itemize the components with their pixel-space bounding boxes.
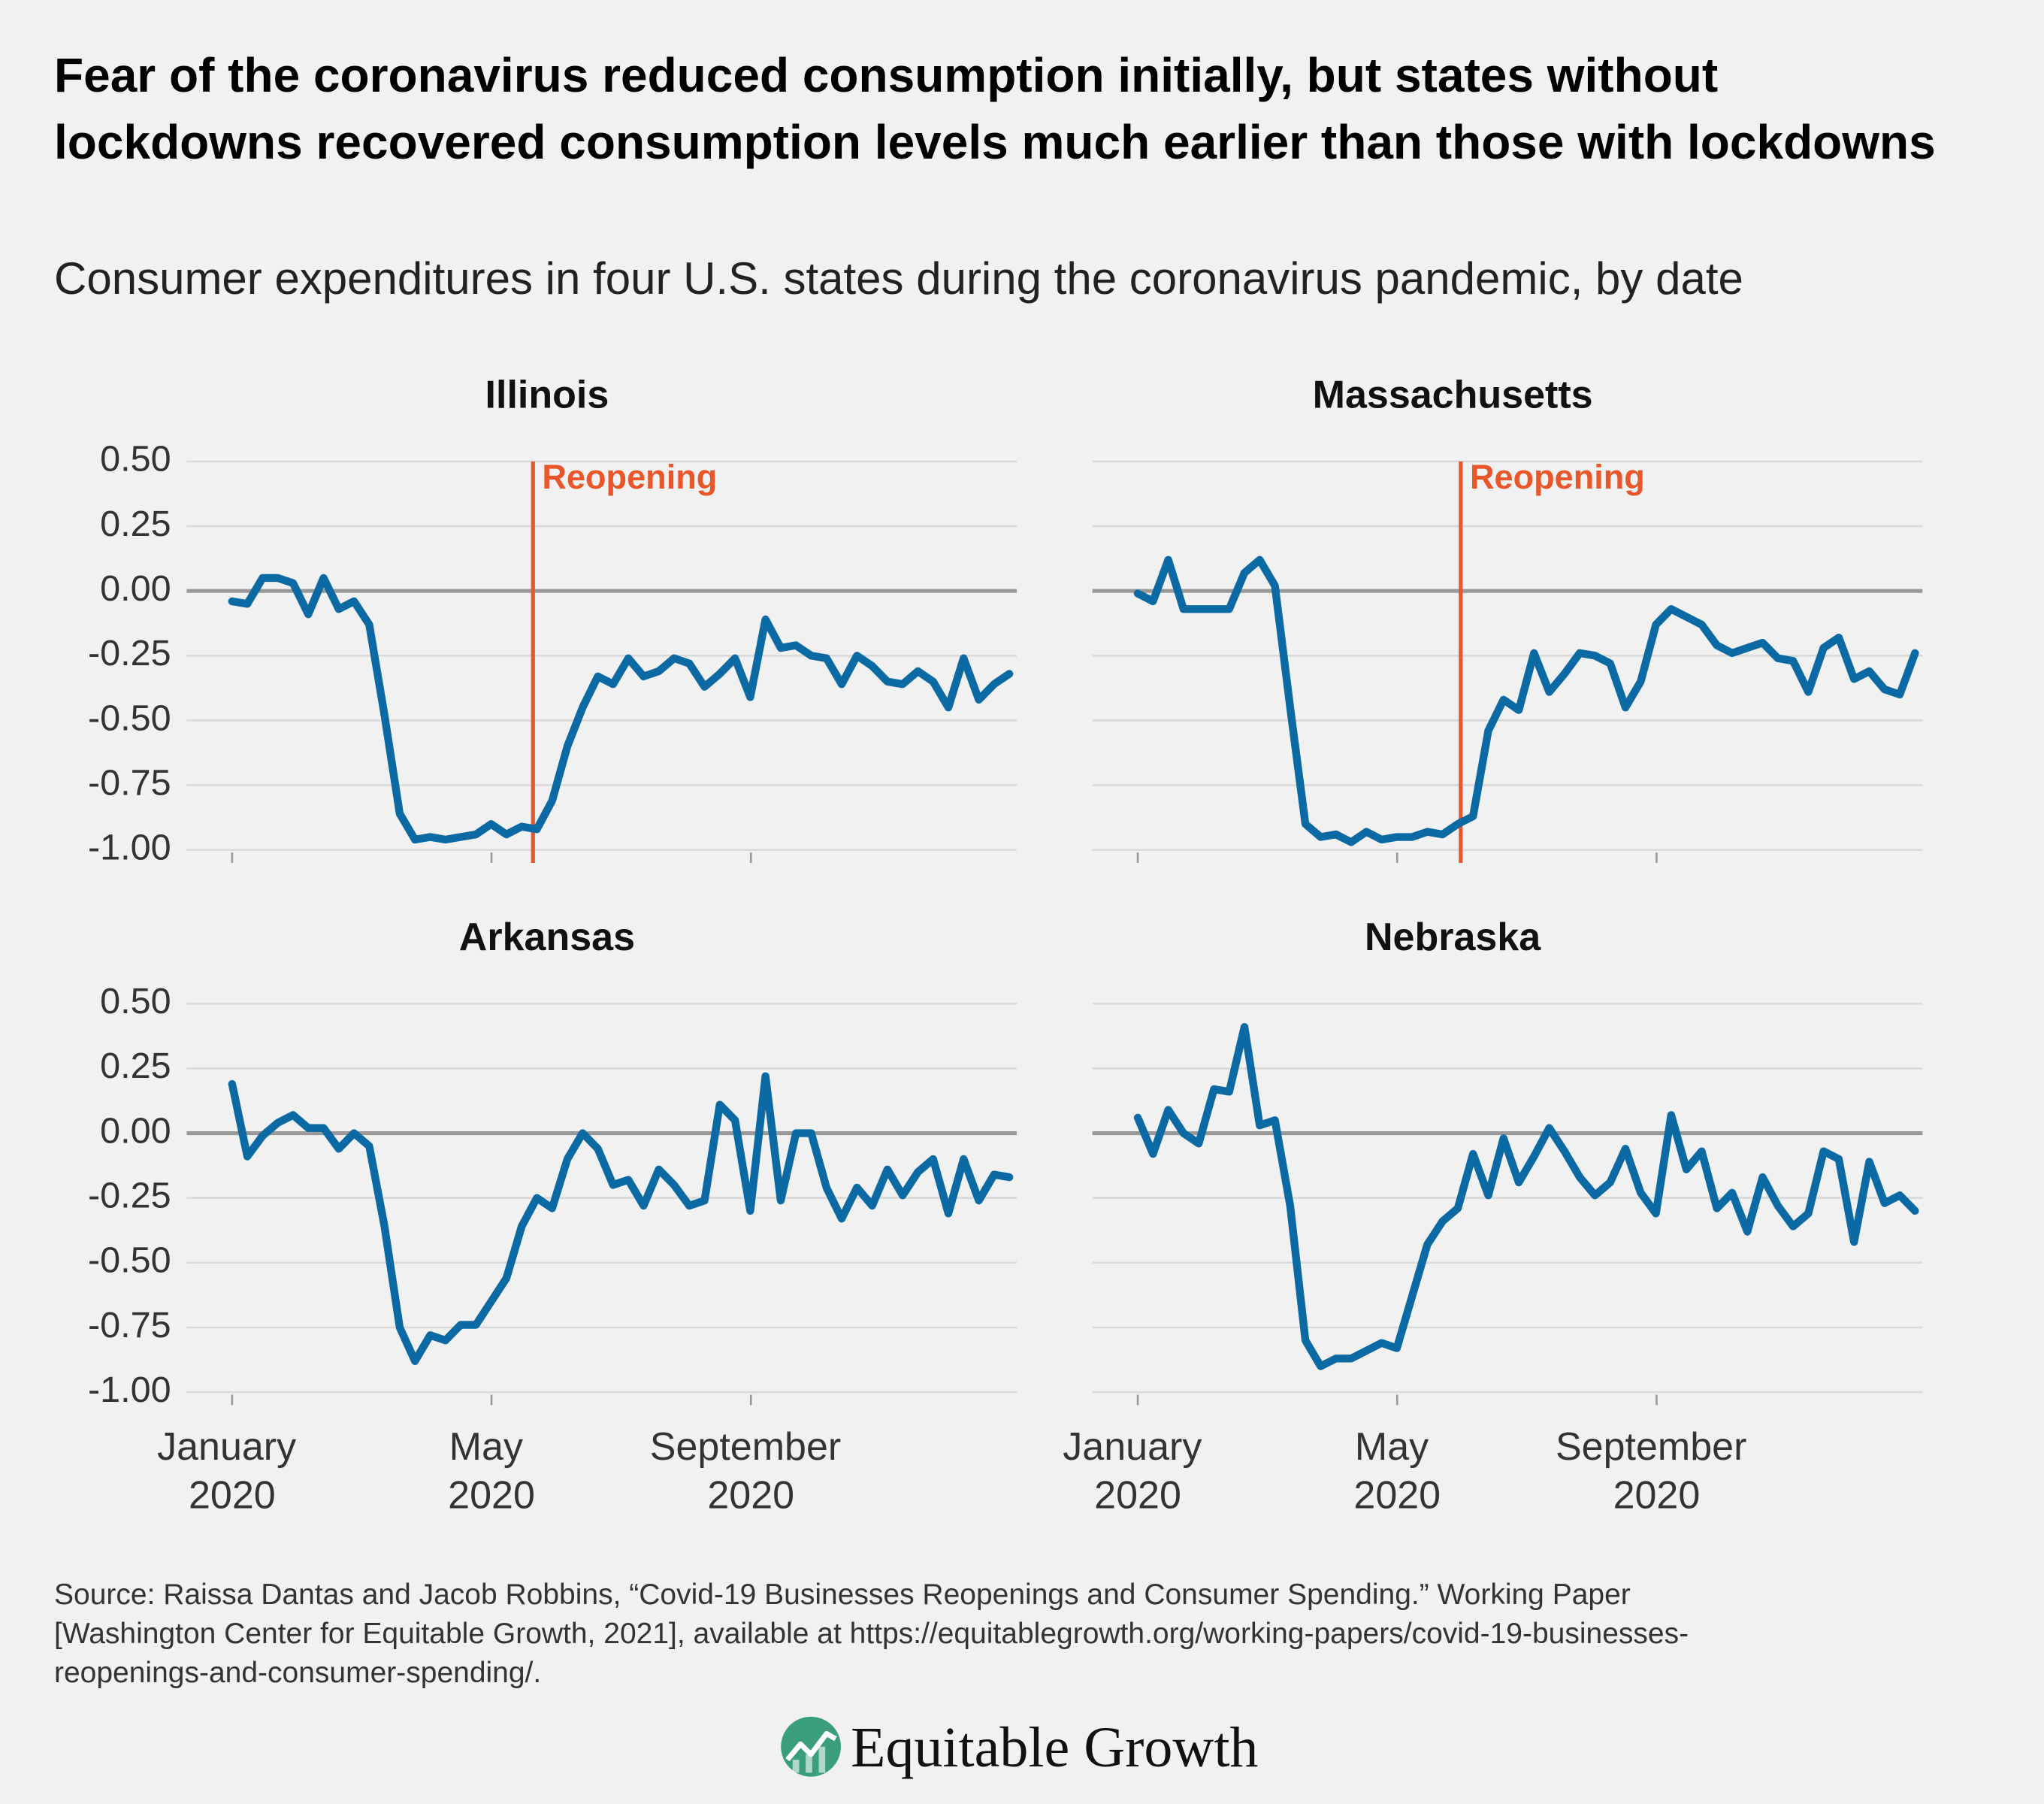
data-line xyxy=(1133,1023,1919,1370)
subtitle: Consumer expenditures in four U.S. state… xyxy=(54,253,1743,304)
reopening-label: Reopening xyxy=(542,458,717,496)
y-tick-label: 0.00 xyxy=(100,1110,171,1151)
data-line xyxy=(228,1072,1014,1365)
panel: Arkansas 0.50 0.25 0.00 -0.25 -0.50 -0.75 -1.00… xyxy=(88,916,1017,1517)
logo-icon xyxy=(781,1716,841,1777)
y-tick-label: 0.25 xyxy=(100,1046,171,1086)
x-tick-label: January 2020 xyxy=(1063,1425,1213,1517)
y-tick-label: -0.50 xyxy=(88,1240,171,1281)
logo-text: Equitable Growth xyxy=(851,1716,1259,1779)
panel: Massachusetts Reopening xyxy=(1092,374,1923,863)
y-tick-label: 0.50 xyxy=(100,439,171,480)
x-tick-label: September 2020 xyxy=(650,1425,852,1517)
panel: Nebraska January 2020 May 2020 September 20… xyxy=(1063,916,1923,1517)
data-line xyxy=(1133,555,1919,846)
y-tick-label: 0.50 xyxy=(100,981,171,1022)
y-tick-label: -1.00 xyxy=(88,828,171,868)
panel: Illinois 0.50 0.25 0.00 -0.25 -0.50 -0.75 -1.00… xyxy=(88,374,1017,868)
y-tick-label: -0.75 xyxy=(88,1305,171,1345)
y-tick-label: -0.75 xyxy=(88,762,171,803)
data-line xyxy=(228,574,1014,844)
x-tick-label: January 2020 xyxy=(157,1425,307,1517)
panel-title: Nebraska xyxy=(1365,916,1541,959)
source: Source: Raissa Dantas and Jacob Robbins,… xyxy=(54,1578,1689,1689)
x-tick-label: May 2020 xyxy=(448,1425,535,1517)
reopening-label: Reopening xyxy=(1470,458,1645,496)
y-tick-label: 0.00 xyxy=(100,568,171,609)
x-tick-label: May 2020 xyxy=(1353,1425,1441,1517)
y-tick-label: -0.50 xyxy=(88,698,171,738)
panel-title: Arkansas xyxy=(459,916,635,959)
y-tick-label: -1.00 xyxy=(88,1370,171,1410)
panel-title: Illinois xyxy=(485,374,609,417)
title: Fear of the coronavirus reduced consumpt… xyxy=(54,48,1936,169)
y-tick-label: -0.25 xyxy=(88,633,171,673)
panel-title: Massachusetts xyxy=(1313,374,1593,417)
y-tick-label: -0.25 xyxy=(88,1176,171,1216)
x-tick-label: September 2020 xyxy=(1556,1425,1758,1517)
y-tick-label: 0.25 xyxy=(100,504,171,544)
